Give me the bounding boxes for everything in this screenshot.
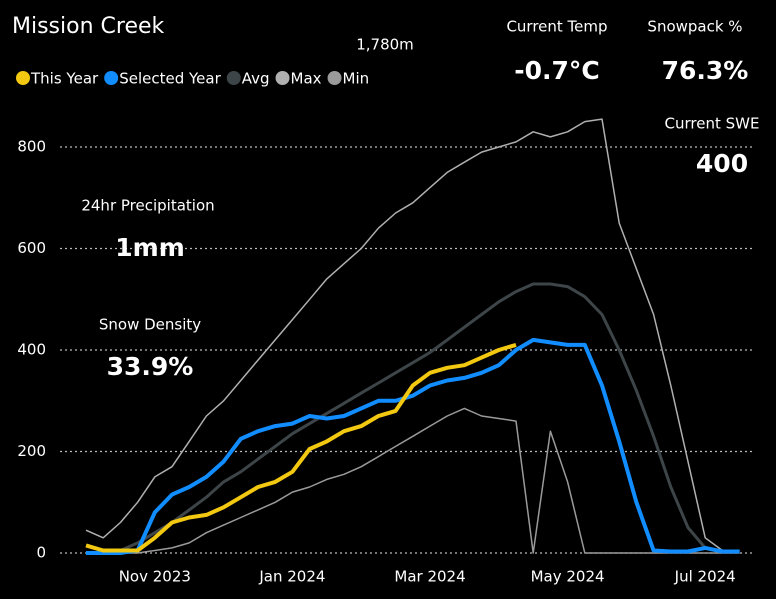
legend-swatch — [226, 71, 241, 85]
card-label: 24hr Precipitation — [81, 197, 214, 215]
card-label: Snow Density — [99, 316, 201, 334]
legend-label: Avg — [242, 70, 270, 88]
card-label: Snowpack % — [647, 18, 742, 36]
card-value: -0.7°C — [514, 56, 600, 85]
legend-label: Max — [291, 70, 322, 88]
y-tick-label: 800 — [17, 138, 46, 156]
series-line — [86, 282, 740, 555]
legend-label: Selected Year — [119, 70, 221, 88]
legend-swatch — [16, 71, 30, 85]
x-tick-label: Mar 2024 — [394, 568, 465, 586]
card-label: Current Temp — [506, 18, 607, 36]
x-tick-label: Jul 2024 — [674, 568, 736, 586]
legend-label: Min — [343, 70, 370, 88]
x-tick-label: Jan 2024 — [258, 568, 325, 586]
series-line — [85, 118, 740, 552]
card-label: Current SWE — [665, 115, 760, 133]
y-tick-label: 400 — [17, 341, 46, 359]
x-tick-label: May 2024 — [531, 568, 605, 586]
plot: 0 200 400 600 800 Nov 2023 Jan 2024 Mar 2024 May… — [17, 118, 752, 586]
y-tick-label: 600 — [17, 239, 46, 257]
series-line — [85, 342, 517, 553]
y-tick-label: 0 — [36, 544, 46, 562]
legend-swatch — [104, 71, 119, 85]
card-value: 33.9% — [107, 352, 194, 381]
legend-swatch — [275, 71, 290, 85]
y-tick-label: 200 — [17, 442, 46, 460]
x-tick-label: Nov 2023 — [119, 568, 191, 586]
card-value: 400 — [696, 149, 748, 178]
legend-label: This Year — [30, 70, 99, 88]
chart-title: Mission Creek — [12, 14, 165, 39]
card-value: 76.3% — [662, 56, 749, 85]
series-line — [86, 407, 740, 554]
legend-swatch — [327, 71, 342, 85]
card-value: 1mm — [115, 233, 185, 262]
legend: This Year Selected Year Avg Max Min — [16, 70, 369, 88]
chart-subtitle: 1,780m — [356, 36, 414, 54]
series-line — [86, 337, 740, 555]
